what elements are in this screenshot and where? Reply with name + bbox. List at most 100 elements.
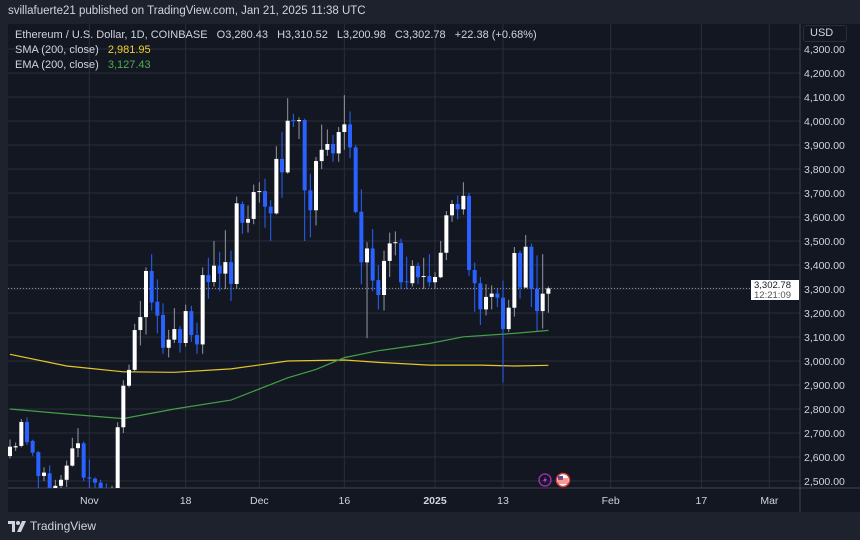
candle-down[interactable]	[501, 297, 506, 330]
currency-button[interactable]: USD	[803, 25, 847, 42]
candle-up[interactable]	[274, 158, 279, 214]
candle-down[interactable]	[155, 301, 160, 316]
candle-down[interactable]	[30, 440, 35, 453]
chart-pane[interactable]: 4,300.00 4,200.00 4,100.00 4,000.00 3,900.00…	[8, 24, 860, 512]
candle-down[interactable]	[263, 191, 268, 207]
candle-up[interactable]	[127, 369, 132, 386]
candle-down[interactable]	[467, 195, 472, 271]
candle-up[interactable]	[223, 262, 228, 274]
candle-up[interactable]	[314, 161, 319, 211]
candle-up[interactable]	[13, 446, 18, 448]
candle-up[interactable]	[410, 265, 415, 284]
candle-up[interactable]	[342, 124, 347, 133]
candle-down[interactable]	[416, 265, 421, 278]
candle-up[interactable]	[512, 253, 517, 308]
candle-up[interactable]	[42, 472, 47, 476]
candle-up[interactable]	[183, 311, 188, 343]
candle-down[interactable]	[455, 204, 460, 210]
candle-down[interactable]	[229, 262, 234, 284]
candle-up[interactable]	[115, 427, 120, 495]
candle-up[interactable]	[257, 191, 262, 193]
candle-up[interactable]	[234, 203, 239, 284]
candle-up[interactable]	[59, 479, 64, 486]
candle-down[interactable]	[178, 329, 183, 343]
candle-down[interactable]	[36, 452, 41, 476]
candle-down[interactable]	[472, 270, 477, 284]
candle-up[interactable]	[64, 465, 69, 480]
candle-up[interactable]	[121, 385, 126, 428]
candle-down[interactable]	[280, 158, 285, 173]
candle-down[interactable]	[404, 281, 409, 283]
candle-down[interactable]	[161, 314, 166, 348]
candle-down[interactable]	[331, 144, 336, 154]
candlestick-chart[interactable]: 4,300.00 4,200.00 4,100.00 4,000.00 3,900.00…	[8, 24, 860, 512]
candle-up[interactable]	[336, 132, 341, 154]
candle-up[interactable]	[53, 485, 58, 494]
candle-down[interactable]	[195, 335, 200, 345]
candle-up[interactable]	[444, 215, 449, 253]
legend-sma-row[interactable]: SMA (200, close) 2,981.95	[15, 43, 537, 58]
candle-up[interactable]	[138, 317, 143, 331]
candle-up[interactable]	[506, 307, 511, 330]
candle-up[interactable]	[433, 277, 438, 283]
candle-down[interactable]	[535, 288, 540, 312]
candle-up[interactable]	[251, 192, 256, 219]
candle-down[interactable]	[93, 478, 98, 483]
candle-up[interactable]	[450, 204, 455, 216]
candle-up[interactable]	[319, 149, 324, 162]
candle-down[interactable]	[25, 421, 30, 443]
candle-up[interactable]	[144, 271, 149, 318]
candle-up[interactable]	[393, 242, 398, 244]
candle-down[interactable]	[302, 120, 307, 191]
candle-down[interactable]	[87, 477, 92, 479]
candle-up[interactable]	[540, 293, 545, 312]
candle-down[interactable]	[98, 482, 103, 496]
candle-up[interactable]	[546, 288, 551, 294]
candle-up[interactable]	[172, 329, 177, 340]
candle-down[interactable]	[47, 473, 52, 495]
candle-down[interactable]	[217, 265, 222, 274]
candle-down[interactable]	[268, 206, 273, 214]
candle-up[interactable]	[461, 195, 466, 210]
candle-up[interactable]	[8, 446, 12, 457]
candle-up[interactable]	[212, 265, 217, 283]
candle-down[interactable]	[189, 311, 194, 336]
candle-up[interactable]	[484, 296, 489, 310]
candle-up[interactable]	[246, 218, 251, 223]
candle-up[interactable]	[297, 120, 302, 122]
legend-symbol[interactable]: Ethereum / U.S. Dollar, 1D, COINBASE	[15, 29, 208, 41]
candle-down[interactable]	[308, 190, 313, 211]
candle-up[interactable]	[200, 275, 205, 345]
candle-up[interactable]	[285, 120, 290, 173]
candle-up[interactable]	[19, 421, 24, 446]
candle-up[interactable]	[489, 293, 494, 297]
candle-up[interactable]	[387, 243, 392, 261]
candle-down[interactable]	[359, 211, 364, 263]
candle-down[interactable]	[206, 275, 211, 283]
candle-up[interactable]	[76, 443, 81, 449]
candle-down[interactable]	[348, 124, 353, 148]
candle-up[interactable]	[132, 330, 137, 370]
candle-up[interactable]	[70, 448, 75, 466]
candle-down[interactable]	[518, 253, 523, 288]
candle-down[interactable]	[399, 242, 404, 283]
candle-down[interactable]	[529, 246, 534, 289]
footer-brand[interactable]: TradingView	[8, 519, 96, 533]
candle-down[interactable]	[353, 147, 358, 212]
legend-ema-row[interactable]: EMA (200, close) 3,127.43	[15, 58, 537, 73]
candle-down[interactable]	[376, 280, 381, 295]
candle-down[interactable]	[478, 283, 483, 310]
candle-down[interactable]	[81, 443, 86, 478]
candle-down[interactable]	[291, 120, 296, 122]
candle-down[interactable]	[495, 293, 500, 298]
lightning-event-icon[interactable]	[538, 473, 552, 487]
candle-up[interactable]	[421, 276, 426, 278]
candle-up[interactable]	[166, 339, 171, 348]
candle-down[interactable]	[149, 271, 154, 303]
candle-up[interactable]	[523, 246, 528, 288]
candle-up[interactable]	[365, 248, 370, 263]
candle-up[interactable]	[438, 252, 443, 278]
candle-down[interactable]	[427, 276, 432, 283]
candle-down[interactable]	[240, 204, 245, 223]
candle-up[interactable]	[325, 144, 330, 150]
